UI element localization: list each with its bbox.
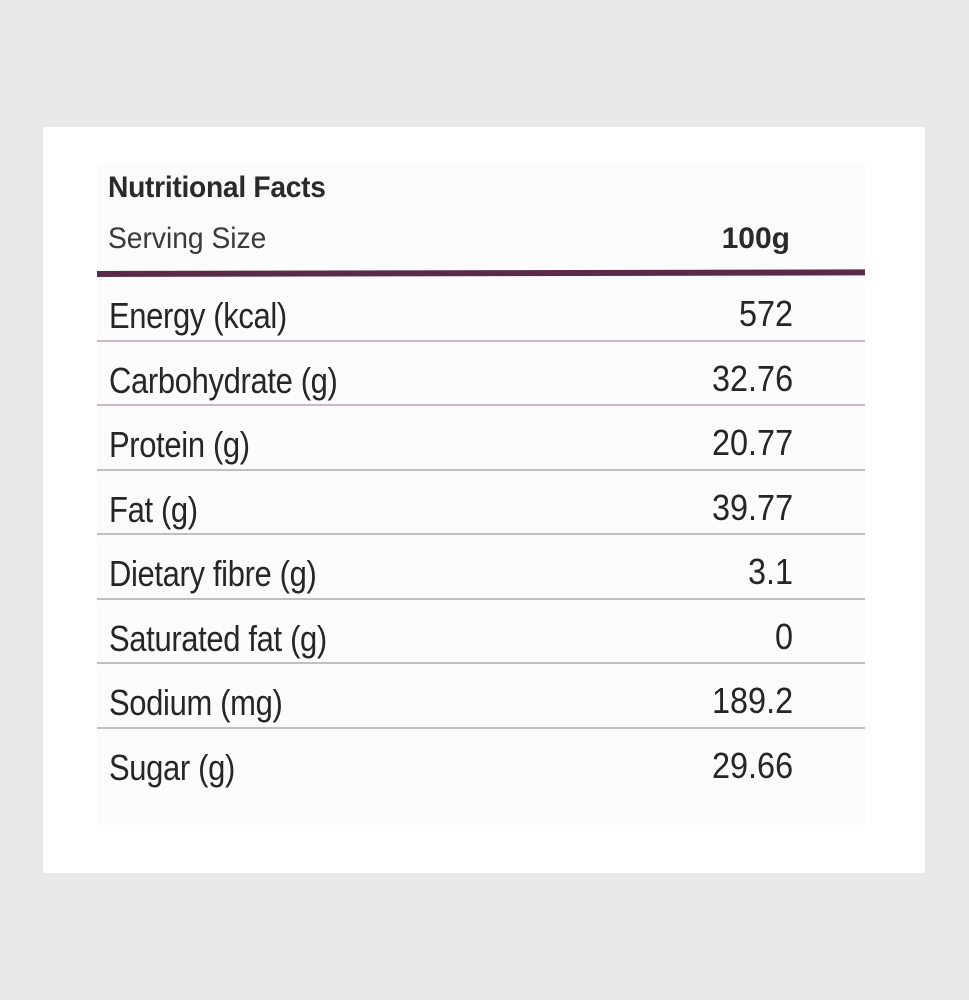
nutrient-value: 0 [774,615,793,657]
nutrient-label: Carbohydrate (g) [109,359,338,401]
nutrient-value: 3.1 [747,551,793,592]
nutrient-value: 189.2 [711,680,793,721]
nutrient-row-carbohydrate: Carbohydrate (g) 32.76 [97,342,865,406]
nutrient-value: 572 [738,293,793,334]
nutrient-value: 20.77 [711,422,793,463]
nutrient-value: 39.77 [711,486,793,528]
nutrient-value: 32.76 [711,357,793,399]
nutrient-list: Energy (kcal) 572 Carbohydrate (g) 32.76… [97,277,865,793]
nutrient-label: Protein (g) [109,424,250,465]
panel-title: Nutritional Facts [108,171,326,204]
nutrient-label: Sugar (g) [109,746,235,788]
nutrient-row-dietary-fibre: Dietary fibre (g) 3.1 [97,535,865,600]
nutrient-label: Energy (kcal) [109,295,287,336]
nutrient-row-energy: Energy (kcal) 572 [97,277,865,342]
nutrient-label: Sodium (mg) [109,682,283,723]
nutrient-label: Saturated fat (g) [109,617,327,659]
nutrient-row-sodium: Sodium (mg) 189.2 [97,664,865,729]
nutrient-value: 29.66 [711,744,793,786]
serving-size-label: Serving Size [108,222,267,255]
nutrient-row-sugar: Sugar (g) 29.66 [97,729,865,794]
nutrient-row-saturated-fat: Saturated fat (g) 0 [97,600,865,664]
nutrient-row-fat: Fat (g) 39.77 [97,471,865,535]
nutrient-row-protein: Protein (g) 20.77 [97,406,865,471]
nutrient-label: Dietary fibre (g) [109,553,317,594]
nutrient-label: Fat (g) [109,488,198,530]
serving-size-value: 100g [721,222,790,255]
nutrition-card: Nutritional Facts Serving Size 100g Ener… [43,127,925,873]
